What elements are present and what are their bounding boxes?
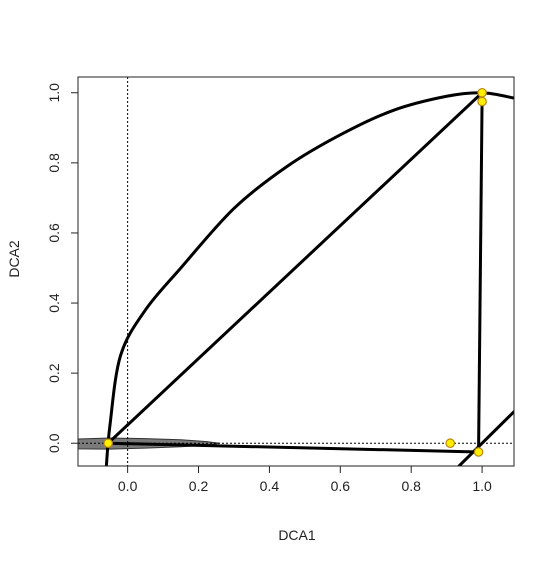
x-tick-label: 1.0 [472,478,492,494]
data-point-3 [473,447,484,457]
x-axis: 0.0 0.2 0.4 0.6 0.8 1.0 [118,466,492,494]
x-tick-label: 0.0 [118,478,138,494]
curve-4 [477,96,484,454]
y-axis: 0.0 0.2 0.4 0.6 0.8 1.0 [46,83,78,453]
y-axis-label: DCA2 [6,240,22,278]
data-point-4 [477,87,487,98]
data-point-1 [103,438,113,449]
curve-3 [106,441,481,454]
y-tick-label: 0.0 [46,433,62,453]
data-point-5 [477,96,487,107]
y-tick-label: 1.0 [46,83,62,103]
y-tick-label: 0.6 [46,223,62,243]
x-tick-label: 0.6 [331,478,351,494]
plot-frame [77,76,515,467]
y-tick-label: 0.2 [46,363,62,383]
x-axis-label: DCA1 [278,527,316,543]
curve-2 [106,91,484,445]
curve-5 [457,410,514,466]
reference-lines-layer [78,77,514,466]
curve-1 [104,91,514,466]
x-tick-label: 0.4 [260,478,280,494]
curves-layer [104,91,514,466]
points-layer [103,87,487,457]
data-point-2 [445,438,455,449]
y-tick-label: 0.4 [46,293,62,313]
y-tick-label: 0.8 [46,153,62,173]
x-tick-label: 0.8 [401,478,421,494]
x-tick-label: 0.2 [189,478,209,494]
